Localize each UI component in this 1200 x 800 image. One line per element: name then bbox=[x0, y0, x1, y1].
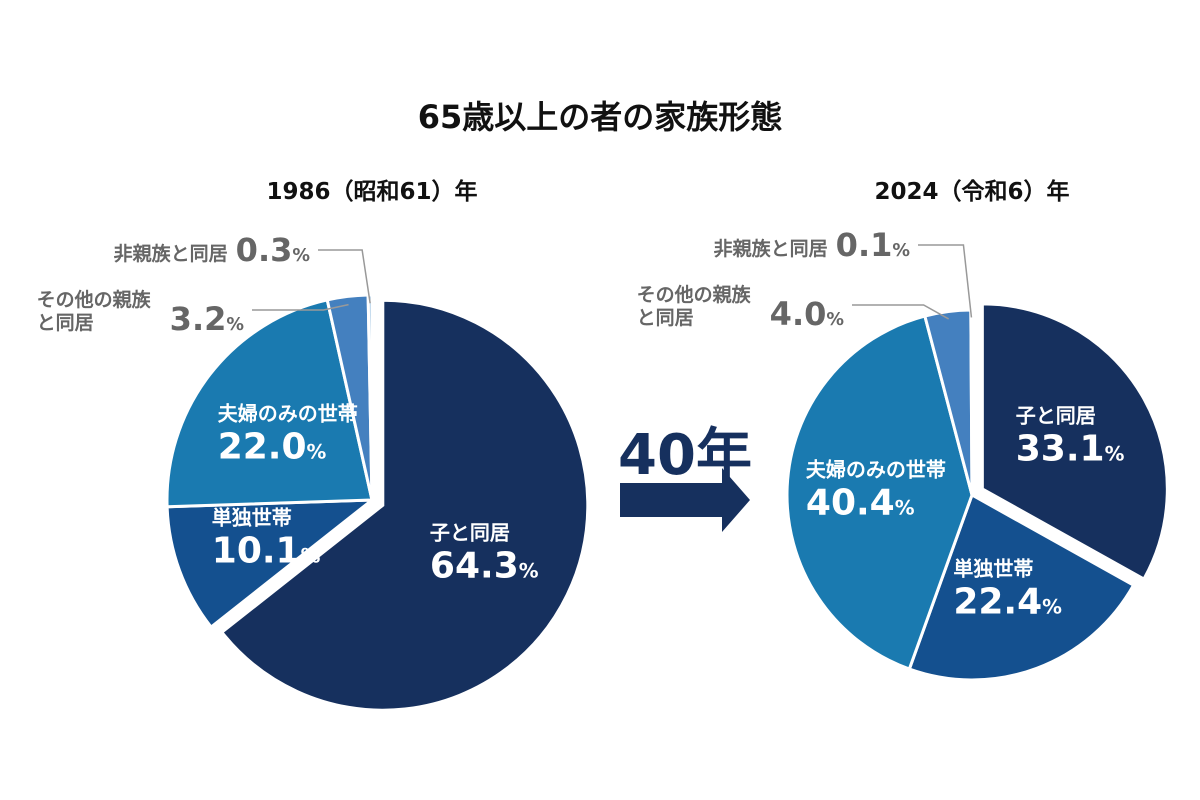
category-label: 単独世帯 bbox=[953, 556, 1034, 581]
category-label: その他の親族と同居 bbox=[636, 284, 751, 329]
pie-slice bbox=[907, 492, 1136, 682]
value-label: 4.0% bbox=[769, 294, 844, 333]
category-label: 子と同居 bbox=[429, 520, 510, 545]
slice-label: 非親族と同居 0.1% bbox=[714, 229, 910, 261]
leader-line bbox=[918, 244, 973, 318]
value-label: 33.1% bbox=[1015, 428, 1125, 470]
pie-slice bbox=[219, 298, 590, 712]
value-label: 64.3% bbox=[429, 545, 539, 587]
category-label: 非親族と同居 bbox=[713, 238, 828, 261]
value-label: 22.4% bbox=[953, 581, 1062, 623]
slice-label: 非親族と同居 0.3% bbox=[114, 234, 310, 266]
value-label: 22.0% bbox=[217, 426, 327, 468]
slice-label: 夫婦のみの世帯 22.0% bbox=[218, 401, 358, 468]
chart-subtitle: 2024（令和6）年 bbox=[874, 179, 1070, 205]
category-label: 夫婦のみの世帯 bbox=[217, 401, 358, 426]
chart-subtitle: 1986（昭和61）年 bbox=[266, 179, 478, 205]
slice-label: その他の親族と同居 4.0% bbox=[637, 284, 844, 330]
pie-slice bbox=[366, 293, 374, 501]
category-label: その他の親族と同居 bbox=[36, 289, 151, 334]
value-label: 0.1% bbox=[835, 226, 910, 264]
slice-label: その他の親族と同居 3.2% bbox=[37, 289, 244, 335]
slice-label: 単独世帯 22.4% bbox=[953, 557, 1062, 624]
slice-label: 夫婦のみの世帯 40.4% bbox=[806, 457, 946, 524]
arrow bbox=[620, 468, 750, 532]
value-label: 40.4% bbox=[805, 482, 915, 524]
value-label: 3.2% bbox=[169, 299, 244, 338]
pie-slice bbox=[165, 298, 374, 509]
category-label: 単独世帯 bbox=[211, 505, 292, 530]
pie-slice bbox=[785, 314, 974, 671]
slice-label: 子と同居 64.3% bbox=[430, 521, 539, 588]
slice-label: 子と同居 33.1% bbox=[1016, 404, 1125, 471]
value-label: 10.1% bbox=[211, 530, 321, 572]
chart-title: 65歳以上の者の家族形態 bbox=[417, 98, 783, 136]
pie-slice bbox=[980, 302, 1169, 582]
pie-slice bbox=[969, 308, 974, 496]
leader-line bbox=[252, 303, 349, 311]
slice-label: 単独世帯 10.1% bbox=[212, 505, 321, 572]
pie-slice bbox=[165, 498, 377, 630]
category-label: 夫婦のみの世帯 bbox=[805, 457, 946, 482]
arrow-label: 40年 bbox=[618, 423, 752, 488]
value-label: 0.3% bbox=[235, 231, 310, 269]
category-label: 非親族と同居 bbox=[113, 243, 228, 266]
category-label: 子と同居 bbox=[1015, 403, 1096, 428]
leader-line bbox=[852, 304, 949, 320]
leader-line bbox=[318, 249, 371, 304]
